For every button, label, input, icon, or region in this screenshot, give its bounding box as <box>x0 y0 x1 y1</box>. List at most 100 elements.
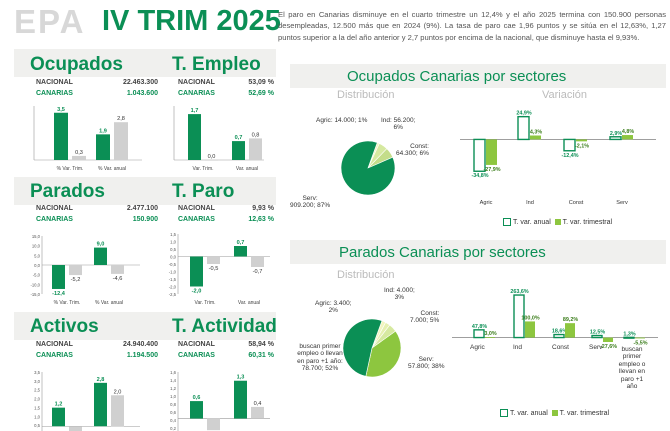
y-tick-label: 3,5 <box>34 370 40 375</box>
bar-quarterly-1 <box>525 321 535 338</box>
templeo-nacional-value: 53,09 % <box>248 79 274 86</box>
activos-canarias-row: CANARIAS 1.194.500 <box>36 352 158 359</box>
ocupados-pie-chart <box>340 140 396 196</box>
y-tick-label: 0,8 <box>170 402 176 407</box>
y-tick-label: -0,5 <box>169 262 177 267</box>
bar-annual-4 <box>623 336 635 339</box>
bar-label: 12,5% <box>590 330 605 336</box>
bar-quarterly-2 <box>576 139 587 142</box>
y-tick-label: 0,0 <box>170 255 176 260</box>
templeo-nacional-row: NACIONAL 53,09 % <box>178 79 274 86</box>
bar-nacional-1 <box>111 395 124 427</box>
bar-canarias-1 <box>94 247 107 265</box>
ocup-var-label: Variación <box>542 89 588 101</box>
quarter-title: IV TRIM 2025 <box>102 5 281 37</box>
bar-label: 100,0% <box>521 315 539 321</box>
templeo-chart: 1,7 0,0 Var. Trim. 0,7 0,8 Var. anual <box>173 106 264 172</box>
tactividad-canarias-row: CANARIAS 60,31 % <box>178 352 274 359</box>
bar-label: 0,8 <box>252 132 260 138</box>
y-tick-label: 3,0 <box>34 379 40 384</box>
epa-logo: EPA <box>14 3 86 40</box>
bar-nacional-0 <box>207 256 220 264</box>
bar-label: -4,6 <box>113 276 123 282</box>
category-label: Var. Trim. <box>192 166 213 172</box>
bar-nacional-1 <box>111 265 124 274</box>
ocup-legend: T. var. anual T. var. trimestral <box>503 218 612 226</box>
y-tick-label: -5,0 <box>33 273 41 278</box>
bar-label: -12,4% <box>561 153 578 159</box>
legend-quarterly-swatch <box>554 219 561 225</box>
ocup-pie-serv-label: Serv: 909.200; 87% <box>290 195 331 210</box>
ocup-dist-label: Distribución <box>337 89 395 101</box>
tparo-canarias-row: CANARIAS 12,63 % <box>178 216 274 223</box>
bar-quarterly-3 <box>603 337 613 342</box>
bar-label: 1,7 <box>191 108 199 114</box>
category-label: % Var. Trim. <box>54 300 81 306</box>
tactividad-nacional-value: 58,94 % <box>248 341 274 348</box>
y-tick-label: 5,0 <box>34 253 40 258</box>
bar-label: -0,7 <box>253 269 263 275</box>
y-tick-label: 1,0 <box>170 240 176 245</box>
y-tick-label: 1,6 <box>170 370 176 375</box>
bar-canarias-1 <box>94 382 107 427</box>
bar-canarias-0 <box>54 112 68 160</box>
parados-canarias-value: 150.900 <box>132 216 158 223</box>
ocup-sect-title: Ocupados Canarias por sectores <box>347 68 567 85</box>
bar-label: 3,5 <box>57 107 65 113</box>
activos-title: Activos <box>30 316 99 337</box>
par-legend: T. var. anual T. var. trimestral <box>500 409 609 417</box>
bar-label: 0,7 <box>235 135 243 141</box>
par-var-cat-serv: Serv <box>589 344 603 351</box>
bar-label: 3,0% <box>484 331 496 337</box>
y-tick-label: 1,0 <box>170 394 176 399</box>
y-tick-label: 1,4 <box>170 378 176 383</box>
bar-label: 2,8 <box>117 116 125 122</box>
bar-nacional-1 <box>249 138 262 160</box>
bar-label: -5,5% <box>633 340 647 346</box>
bar-annual-1 <box>517 115 530 141</box>
bar-annual-2 <box>563 138 576 152</box>
par-var-cat-agric: Agric <box>470 344 485 351</box>
bar-label: 89,2% <box>563 317 578 323</box>
bar-label: 1,2 <box>55 402 63 408</box>
bar-label: 0,6 <box>193 395 201 401</box>
pie-slice-serv <box>340 140 396 196</box>
bar-label: -27,6% <box>600 344 617 350</box>
activos-nacional-row: NACIONAL 24.940.400 <box>36 341 158 348</box>
bar-label: -12,4 <box>52 291 66 297</box>
y-tick-label: 0,5 <box>34 423 40 428</box>
y-tick-label: 1,5 <box>34 405 40 410</box>
ocupados-canarias-value: 1.043.600 <box>126 90 158 97</box>
activos-nacional-value: 24.940.400 <box>122 341 158 348</box>
bar-nacional-0 <box>205 160 218 161</box>
bar-canarias-1 <box>96 134 110 160</box>
par-pie-const-label: Const: 7.000; 5% <box>410 310 440 325</box>
y-tick-label: 1,2 <box>170 386 176 391</box>
ocupados-title: Ocupados <box>30 54 123 75</box>
parados-variation-chart: 47,8%3,0% 263,6% 100,0% 18,6% 89,2% 12,5% -27,… <box>452 289 658 350</box>
bar-label: 2,9% <box>610 131 622 137</box>
tparo-canarias-value: 12,63 % <box>248 216 274 223</box>
category-label: Var. anual <box>238 300 260 306</box>
ocupados-nacional-value: 22.463.300 <box>122 79 158 86</box>
bar-annual-0 <box>473 138 486 172</box>
category-label: Var. anual <box>236 166 258 172</box>
bar-canarias-1 <box>234 380 247 419</box>
tactividad-title: T. Actividad <box>172 316 277 337</box>
bar-label: 47,8% <box>472 324 487 330</box>
bar-label: 263,6% <box>510 289 528 295</box>
bar-canarias-0 <box>190 401 203 419</box>
bar-label: 0,7 <box>237 240 245 246</box>
par-var-cat-ind: Ind <box>513 344 523 351</box>
bar-quarterly-1 <box>530 135 541 140</box>
par-pie-ind-label: Ind: 4.000; 3% <box>384 287 415 302</box>
parados-nacional-value: 2.477.100 <box>126 205 158 212</box>
bar-nacional-1 <box>251 406 264 419</box>
ocupados-chart: 3,5 0,3 % Var. Trim. 1,9 2,8 % Var. anual <box>33 106 142 172</box>
par-sect-title: Parados Canarias por sectores <box>339 244 546 261</box>
templeo-canarias-value: 52,69 % <box>248 90 274 97</box>
bar-label: -5,2 <box>71 277 81 283</box>
bar-label: 1,3 <box>237 375 245 381</box>
parados-canarias-row: CANARIAS 150.900 <box>36 216 158 223</box>
parados-title: Parados <box>30 181 105 202</box>
